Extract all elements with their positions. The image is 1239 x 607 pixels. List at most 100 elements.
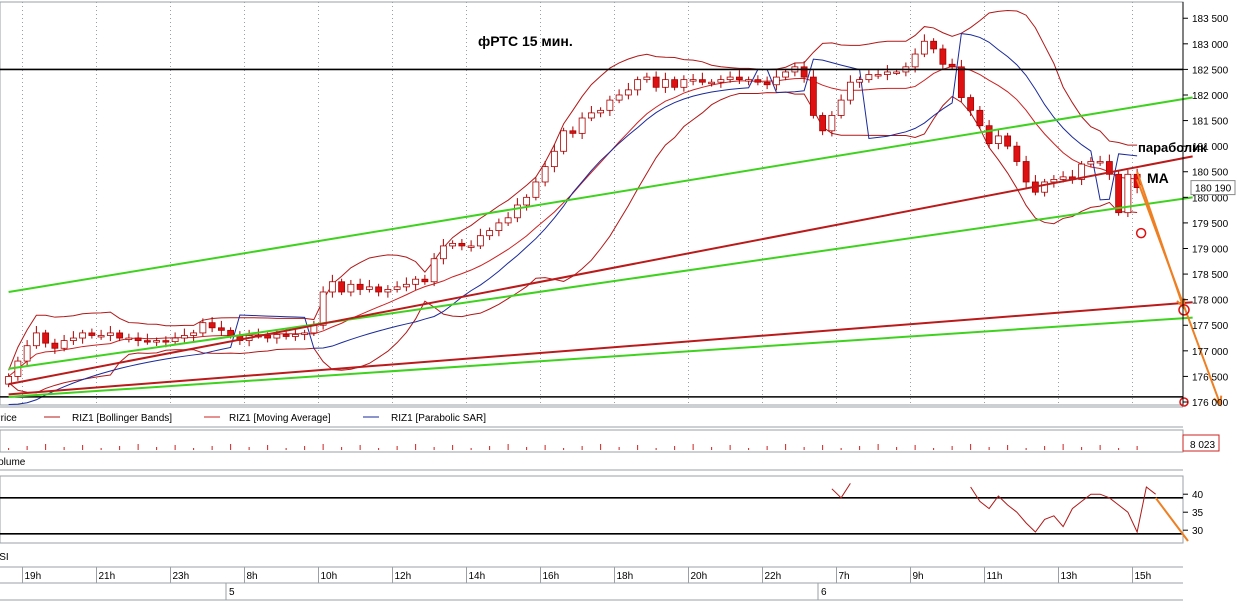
candle-body bbox=[994, 135, 1002, 144]
candle-body bbox=[726, 76, 734, 81]
candle-body bbox=[439, 245, 447, 260]
candle-body bbox=[1041, 181, 1049, 193]
time-label: 21h bbox=[99, 571, 116, 582]
price-tick-label: 183 000 bbox=[1192, 40, 1229, 51]
candle-body bbox=[652, 76, 660, 88]
candle-body bbox=[143, 340, 151, 343]
green-trend-line bbox=[8, 96, 1193, 293]
candle-body bbox=[735, 76, 743, 81]
volume-last-value: 8 023 bbox=[1190, 440, 1215, 451]
annotation-ma: MA bbox=[1147, 170, 1169, 186]
day-label: 5 bbox=[229, 587, 235, 598]
candle-body bbox=[171, 337, 179, 343]
candle-body bbox=[1059, 176, 1067, 180]
candle-body bbox=[513, 204, 521, 219]
candle-body bbox=[338, 281, 346, 293]
price-tick-label: 178 500 bbox=[1192, 270, 1229, 281]
candle-body bbox=[948, 63, 956, 68]
candle-body bbox=[162, 340, 170, 343]
time-label: 10h bbox=[321, 571, 338, 582]
rsi-forecast-line bbox=[1154, 497, 1189, 542]
time-axis: 19h 21h 23h 8h 10h 12h 14h 16h 18h 20h 22h 7h 9h 11h 1… bbox=[0, 566, 1183, 601]
day-label: 6 bbox=[821, 587, 827, 598]
candle-body bbox=[208, 322, 216, 329]
candle-body bbox=[134, 337, 142, 341]
candle-body bbox=[291, 334, 299, 337]
forecast-arrowhead bbox=[1213, 395, 1223, 407]
candle-body bbox=[273, 334, 281, 339]
time-label: 8h bbox=[247, 571, 258, 582]
price-tick-label: 178 000 bbox=[1192, 296, 1229, 307]
rsi-grid bbox=[0, 496, 1183, 535]
trend-lines bbox=[0, 68, 1223, 407]
price-tick-label: 182 500 bbox=[1192, 65, 1229, 76]
candle-body bbox=[523, 196, 531, 206]
candle-body bbox=[402, 283, 410, 288]
candle-body bbox=[661, 79, 669, 88]
annotation-parabolic: параболик bbox=[1138, 140, 1207, 155]
candle-body bbox=[412, 278, 420, 285]
candle-body bbox=[689, 79, 697, 82]
price-axis: 176 000 176 500 177 000 177 500 178 000 178 5… bbox=[1182, 2, 1236, 409]
candle-body bbox=[550, 150, 558, 168]
candle-body bbox=[745, 79, 753, 82]
price-tick-label: 182 000 bbox=[1192, 91, 1229, 102]
candle-body bbox=[23, 345, 31, 362]
time-label: 16h bbox=[543, 571, 560, 582]
red-trend-line bbox=[8, 155, 1193, 386]
price-tick-label: 181 500 bbox=[1192, 117, 1229, 128]
candle-body bbox=[282, 334, 290, 337]
candle-body bbox=[14, 360, 22, 377]
candle-body bbox=[264, 335, 272, 339]
candle-body bbox=[1022, 161, 1030, 183]
candle-body bbox=[32, 332, 40, 347]
candle-body bbox=[587, 112, 595, 119]
candle-body bbox=[957, 66, 965, 98]
candle-body bbox=[88, 332, 96, 336]
candle-body bbox=[967, 97, 975, 111]
candle-body bbox=[772, 76, 780, 86]
rsi-tick-label: 40 bbox=[1192, 490, 1204, 501]
candle-body bbox=[375, 286, 383, 293]
candle-body bbox=[819, 115, 827, 132]
candle-body bbox=[874, 74, 882, 77]
candle-body bbox=[347, 283, 355, 293]
candle-body bbox=[60, 340, 68, 349]
green-trend-line bbox=[8, 196, 1193, 370]
candle-body bbox=[106, 332, 114, 336]
candle-body bbox=[1115, 173, 1123, 214]
candle-body bbox=[893, 71, 901, 74]
candle-body bbox=[717, 79, 725, 83]
chart-title: фРТС 15 мин. bbox=[478, 33, 573, 49]
price-tick-label: 183 500 bbox=[1192, 14, 1229, 25]
last-price-badge bbox=[1190, 180, 1236, 196]
legend-price-label: Price bbox=[0, 413, 17, 424]
candle-body bbox=[541, 166, 549, 183]
legend-bollinger: RIZ1 [Bollinger Bands] bbox=[72, 413, 172, 424]
rsi-line bbox=[831, 483, 851, 499]
bollinger-upper bbox=[8, 10, 1138, 371]
candle-body bbox=[532, 181, 540, 198]
candle-body bbox=[190, 332, 198, 336]
candle-body bbox=[560, 130, 568, 152]
time-label: 22h bbox=[765, 571, 782, 582]
candle-body bbox=[671, 79, 679, 88]
candle-body bbox=[680, 79, 688, 88]
candle-body bbox=[782, 71, 790, 78]
candle-body bbox=[615, 94, 623, 101]
candle-body bbox=[865, 74, 873, 81]
candle-body bbox=[708, 81, 716, 85]
time-label: 18h bbox=[617, 571, 634, 582]
candles bbox=[5, 34, 1141, 388]
candle-body bbox=[79, 332, 87, 339]
candle-body bbox=[217, 327, 225, 331]
candle-body bbox=[356, 283, 364, 290]
last-price-label: 180 190 bbox=[1195, 184, 1232, 195]
candle-body bbox=[1004, 135, 1012, 147]
candle-body bbox=[467, 245, 475, 248]
candle-body bbox=[1096, 161, 1104, 164]
candle-body bbox=[856, 79, 864, 83]
volume-panel: 8 023 Volume bbox=[0, 429, 1220, 471]
